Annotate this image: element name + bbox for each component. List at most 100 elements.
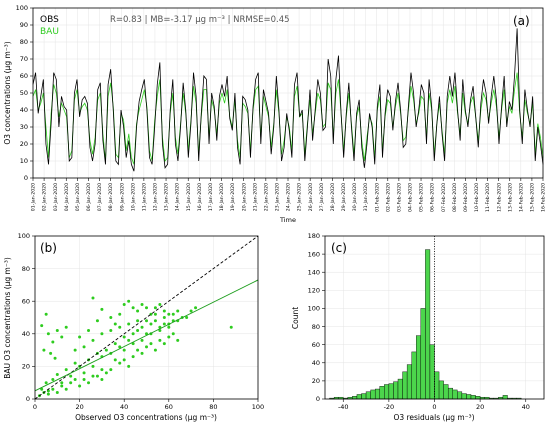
y-tick-label: 40 [22,330,30,338]
y-tick-label: 0 [26,395,30,403]
histogram-bar [384,384,390,400]
scatter-point [104,371,108,375]
x-tick-label: 21-Jan-2020 [252,183,258,211]
x-tick-label: 15-Feb-2020 [530,183,536,212]
scatter-point [44,381,48,385]
panel-b-ylabel: BAU O3 concentrations (μg m⁻³) [3,257,12,379]
scatter-point [46,332,50,336]
y-tick-label: 90 [20,21,28,29]
y-tick-label: 100 [16,4,28,12]
scatter-point [91,364,95,368]
scatter-point [73,361,77,365]
histogram-bar [429,344,435,400]
x-tick-label: 03-Jan-2020 [53,183,59,211]
x-tick-label: 20 [476,403,484,411]
y-tick-label: 140 [308,268,320,276]
scatter-point [64,325,68,329]
y-tick-label: 10 [20,157,28,165]
scatter-point [69,374,73,378]
histogram-bar [443,384,449,400]
panel-b-scatter: 0 20 40 60 80 100 0 20 40 60 80 100 (b) Observed O3… [3,232,264,422]
x-tick-label: 26-Jan-2020 [308,183,314,211]
histogram-bar [397,378,403,400]
histogram-bar [438,380,444,400]
fit-line [34,279,259,392]
x-tick-label: 16-Jan-2020 [197,183,203,211]
x-tick-label: 31-Jan-2020 [363,183,369,211]
x-tick-label: 08-Feb-2020 [452,183,458,212]
scatter-point [127,322,131,326]
scatter-point [55,373,59,377]
scatter-point [91,374,95,378]
y-tick-label: 20 [312,377,320,385]
scatter-point [109,329,113,333]
scatter-point [122,302,126,306]
y-tick-label: 70 [20,55,28,63]
y-tick-label: 100 [308,305,320,313]
y-tick-label: 30 [20,123,28,131]
y-tick-label: 60 [312,341,320,349]
scatter-point [60,384,64,388]
histogram-bar [470,395,476,400]
scatter-point [51,340,55,344]
x-tick-label: 16-Feb-2020 [541,183,547,212]
scatter-point [100,307,104,311]
x-tick-label: 15-Jan-2020 [186,183,192,211]
y-tick-label: 20 [22,363,30,371]
panel-b-label: (b) [40,241,57,255]
panel-a-ylabel: O3 concentrations (μg m⁻³) [3,41,12,144]
scatter-point [127,364,131,368]
x-tick-label: 20 [75,403,83,411]
scatter-point [51,377,55,381]
histogram-bar [416,335,422,400]
scatter-point [73,377,77,381]
scatter-point [194,306,198,310]
x-tick-label: 40 [522,403,530,411]
x-tick-label: 02-Feb-2020 [385,183,391,212]
scatter-point [40,387,44,391]
scatter-point [122,358,126,362]
scatter-point [113,342,117,346]
scatter-point [73,348,77,352]
scatter-point [149,322,153,326]
scatter-point [167,325,171,329]
time-axis-label: Time [279,216,296,224]
x-tick-label: 24-Jan-2020 [286,183,292,211]
scatter-point [87,329,91,333]
y-tick-label: 50 [20,89,28,97]
scatter-point [153,312,157,316]
scatter-point [53,356,57,360]
x-tick-label: 01-Feb-2020 [374,183,380,212]
x-tick-label: 11-Jan-2020 [141,183,147,211]
panel-c-xlabel: O3 residuals (μg m⁻³) [393,413,474,422]
x-tick-label: 0 [432,403,436,411]
stats-text: R=0.83 | MB=-3.17 μg m⁻³ | NRMSE=0.45 [110,15,290,25]
scatter-point [158,329,162,333]
x-tick-label: 18-Jan-2020 [219,183,225,211]
x-tick-label: 80 [209,403,217,411]
scatter-point [55,329,59,333]
scatter-point [153,306,157,310]
scatter-point [91,296,95,300]
histogram-bar [388,383,394,400]
x-tick-label: 05-Jan-2020 [75,183,81,211]
x-tick-label: 14-Feb-2020 [518,183,524,212]
scatter-point [140,302,144,306]
scatter-point [171,332,175,336]
x-tick-label: 04-Jan-2020 [64,183,70,211]
scatter-point [100,377,104,381]
x-tick-label: -20 [384,403,395,411]
histogram-bar [447,387,453,400]
scatter-point [113,358,117,362]
scatter-point [104,348,108,352]
histogram-bar [452,389,458,400]
scatter-point [122,335,126,339]
scatter-point [51,387,55,391]
scatter-point [167,312,171,316]
scatter-point [136,329,140,333]
scatter-point [44,312,48,316]
x-tick-label: 28-Jan-2020 [330,183,336,211]
scatter-point [78,335,82,339]
scatter-point [42,348,46,352]
histogram-bar [393,381,399,400]
